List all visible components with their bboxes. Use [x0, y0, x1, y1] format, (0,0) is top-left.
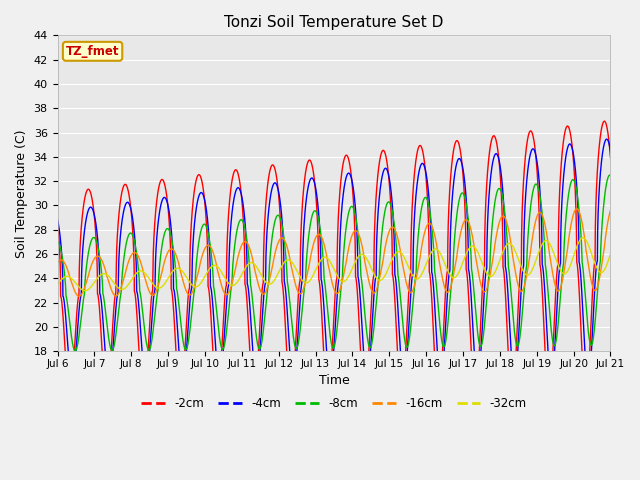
-8cm [54, 239, 61, 245]
Line: -16cm: -16cm [58, 209, 611, 296]
-2cm [54, 218, 61, 224]
Y-axis label: Soil Temperature (C): Soil Temperature (C) [15, 129, 28, 257]
Line: -2cm: -2cm [58, 121, 611, 400]
-16cm [75, 293, 83, 299]
-2cm [314, 217, 321, 223]
-4cm [490, 156, 497, 162]
Legend: -2cm, -4cm, -8cm, -16cm, -32cm: -2cm, -4cm, -8cm, -16cm, -32cm [136, 392, 531, 415]
-4cm [603, 136, 611, 142]
-2cm [606, 148, 614, 154]
-2cm [428, 289, 435, 295]
-2cm [153, 196, 161, 202]
-32cm [81, 288, 89, 294]
Line: -8cm: -8cm [58, 175, 611, 351]
-16cm [314, 232, 321, 238]
-2cm [458, 160, 466, 166]
-32cm [153, 285, 161, 290]
-16cm [153, 287, 161, 292]
-32cm [458, 262, 466, 268]
-4cm [428, 247, 435, 252]
-16cm [54, 259, 61, 265]
-8cm [606, 172, 614, 178]
-16cm [458, 225, 466, 230]
-16cm [428, 222, 435, 228]
-8cm [606, 172, 614, 178]
-16cm [490, 253, 497, 259]
-2cm [600, 118, 608, 124]
-8cm [153, 293, 161, 299]
-8cm [490, 212, 497, 217]
-32cm [606, 253, 614, 259]
-32cm [490, 272, 497, 277]
-32cm [54, 281, 61, 287]
-32cm [428, 250, 435, 255]
-4cm [54, 217, 61, 223]
-4cm [606, 145, 614, 151]
-2cm [66, 397, 74, 403]
-32cm [607, 251, 614, 257]
-32cm [314, 264, 321, 269]
Line: -32cm: -32cm [58, 238, 611, 291]
-2cm [490, 133, 497, 139]
-4cm [153, 232, 161, 238]
-8cm [314, 212, 321, 218]
Text: TZ_fmet: TZ_fmet [66, 45, 119, 58]
-2cm [607, 155, 614, 161]
-8cm [428, 219, 435, 225]
-4cm [68, 379, 76, 384]
-16cm [607, 207, 614, 213]
Line: -4cm: -4cm [58, 139, 611, 382]
-8cm [458, 190, 466, 196]
X-axis label: Time: Time [319, 374, 349, 387]
-8cm [607, 173, 614, 179]
-4cm [607, 148, 614, 154]
-4cm [314, 197, 321, 203]
-16cm [573, 206, 580, 212]
Title: Tonzi Soil Temperature Set D: Tonzi Soil Temperature Set D [224, 15, 444, 30]
-32cm [579, 235, 587, 241]
-16cm [606, 209, 614, 215]
-4cm [458, 161, 466, 167]
-8cm [71, 348, 79, 354]
